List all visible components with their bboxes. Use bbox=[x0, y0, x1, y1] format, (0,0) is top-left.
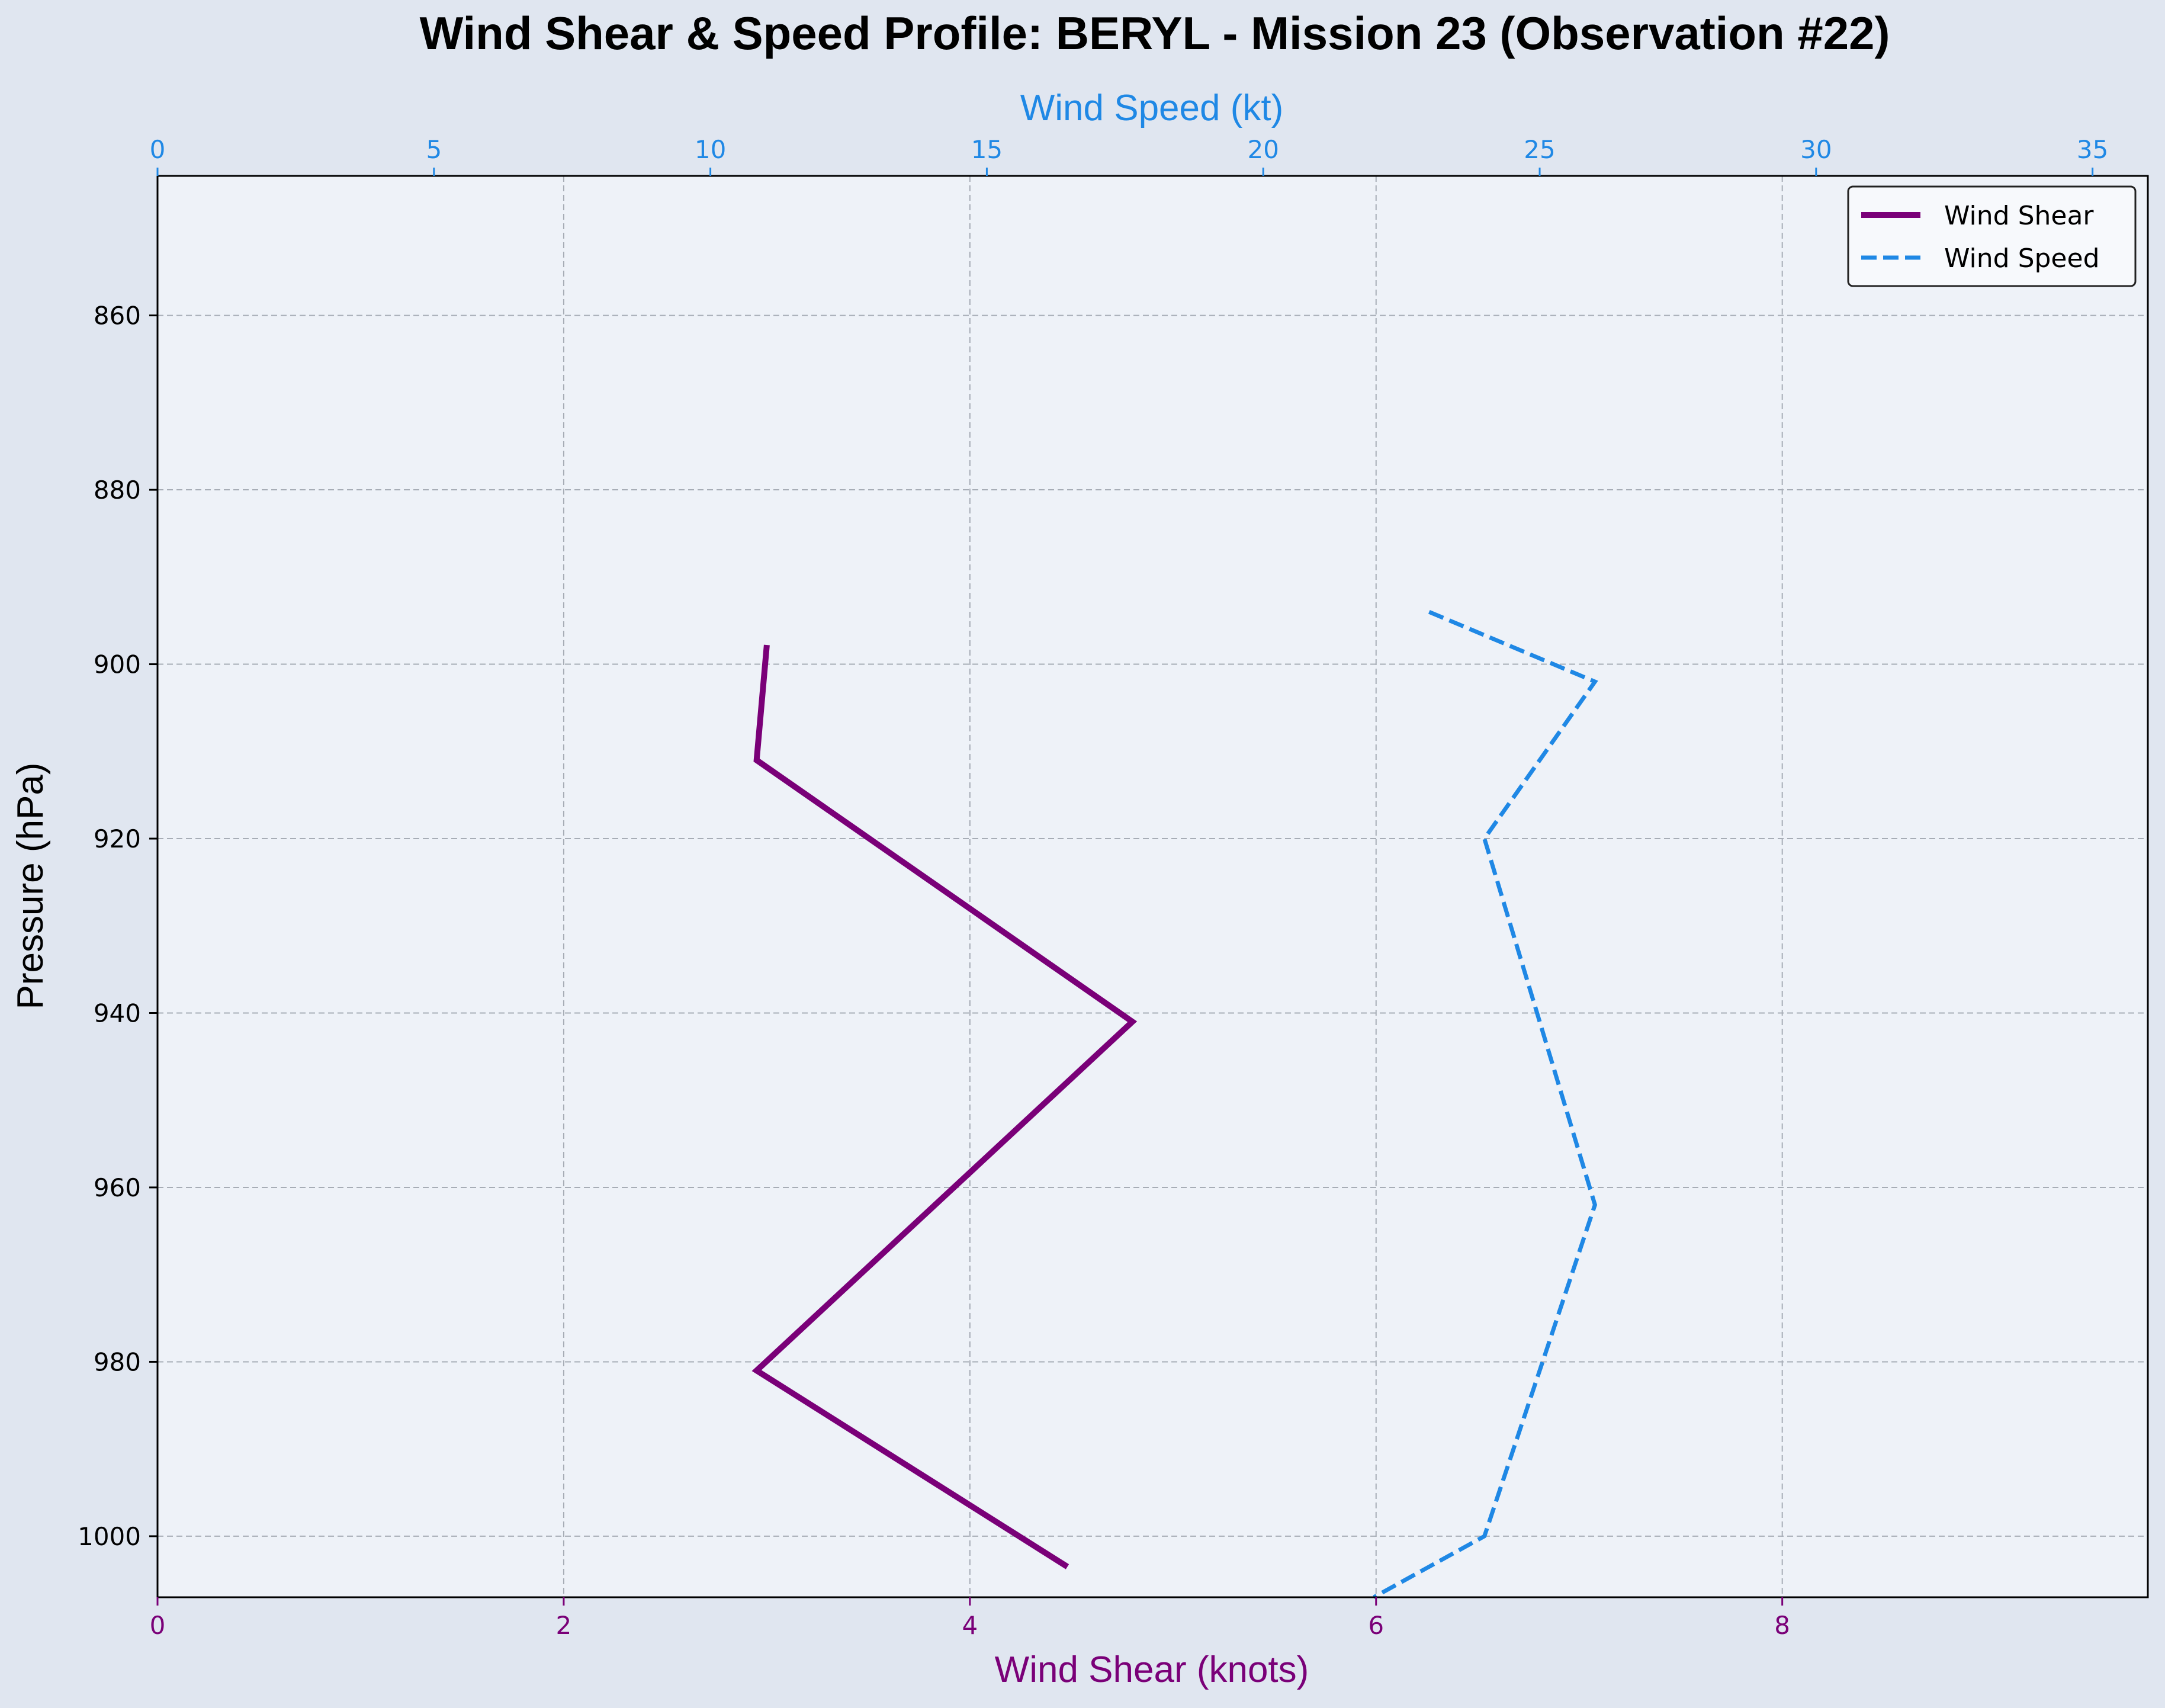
grid bbox=[157, 176, 2148, 1597]
y-axis-tick-label: 1000 bbox=[78, 1522, 141, 1551]
bottom-axis-tick-label: 8 bbox=[1774, 1611, 1790, 1640]
y-axis-tick-label: 900 bbox=[94, 650, 141, 679]
top-axis-label: Wind Speed (kt) bbox=[1020, 88, 1284, 129]
top-axis-tick-label: 25 bbox=[1524, 135, 1555, 164]
legend-label: Wind Speed bbox=[1944, 243, 2100, 274]
wind-speed-line bbox=[1373, 609, 1598, 1600]
bottom-axis-tick-label: 0 bbox=[150, 1611, 166, 1640]
bottom-axis-tick-label: 4 bbox=[962, 1611, 978, 1640]
wind-shear-line bbox=[751, 644, 1138, 1569]
top-axis-tick-label: 5 bbox=[426, 135, 442, 164]
top-axis-tick-label: 30 bbox=[1800, 135, 1832, 164]
legend-label: Wind Shear bbox=[1944, 201, 2094, 231]
plot-frame bbox=[156, 175, 2149, 1598]
chart-title: Wind Shear & Speed Profile: BERYL - Miss… bbox=[420, 7, 1890, 59]
y-axis-tick-label: 860 bbox=[94, 301, 141, 330]
axis-ticks: 0 2 4 6 8 860 880 900 920 940 960 980 1000 0 5 10 15 20 25… bbox=[78, 135, 2108, 1640]
y-axis-tick-label: 940 bbox=[94, 999, 141, 1028]
bottom-axis-label: Wind Shear (knots) bbox=[995, 1649, 1309, 1690]
y-axis-tick-label: 980 bbox=[94, 1347, 141, 1376]
y-axis-label: Pressure (hPa) bbox=[10, 763, 51, 1010]
y-axis-tick-label: 960 bbox=[94, 1173, 141, 1202]
bottom-axis-tick-label: 6 bbox=[1368, 1611, 1384, 1640]
y-axis-tick-label: 920 bbox=[94, 824, 141, 853]
top-axis-tick-label: 35 bbox=[2077, 135, 2108, 164]
top-axis-tick-label: 15 bbox=[971, 135, 1003, 164]
top-axis-tick-label: 10 bbox=[695, 135, 726, 164]
top-axis-tick-label: 0 bbox=[150, 135, 166, 164]
legend: Wind Shear Wind Speed bbox=[1847, 185, 2137, 287]
legend-box bbox=[1847, 185, 2137, 287]
plot-area bbox=[158, 176, 2148, 1597]
top-axis-tick-label: 20 bbox=[1247, 135, 1279, 164]
y-axis-tick-label: 880 bbox=[94, 476, 141, 505]
bottom-axis-tick-label: 2 bbox=[556, 1611, 572, 1640]
data-lines bbox=[751, 609, 1598, 1600]
